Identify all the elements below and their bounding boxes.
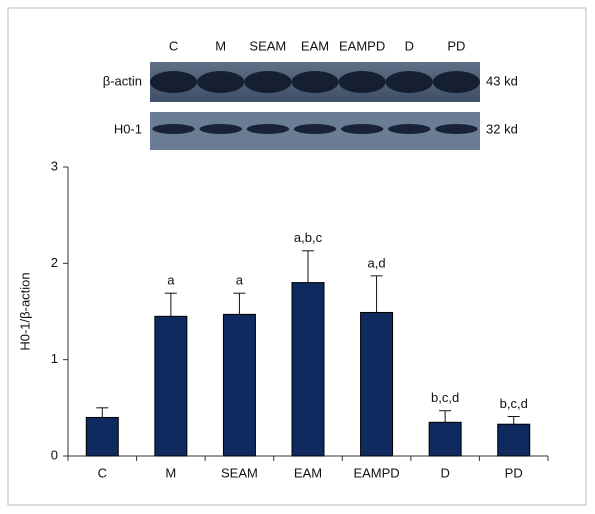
- bar: [223, 314, 255, 456]
- blot-band: [200, 124, 242, 134]
- blot-band: [433, 71, 480, 93]
- y-tick-label: 1: [51, 351, 58, 366]
- blot-band: [435, 124, 477, 134]
- blot-band: [291, 71, 338, 93]
- x-tick-label: PD: [505, 465, 523, 480]
- bar: [361, 312, 393, 456]
- row-size: 43 kd: [486, 73, 518, 88]
- lane-label: SEAM: [249, 38, 286, 53]
- bar-annotation: b,c,d: [500, 396, 528, 411]
- lane-label: M: [215, 38, 226, 53]
- row-label: β-actin: [103, 73, 142, 88]
- bar-annotation: a,b,c: [294, 230, 323, 245]
- blot-band: [152, 124, 194, 134]
- y-tick-label: 2: [51, 255, 58, 270]
- blot-band: [294, 124, 336, 134]
- x-tick-label: SEAM: [221, 465, 258, 480]
- row-size: 32 kd: [486, 121, 518, 136]
- bar: [292, 283, 324, 456]
- blot-band: [150, 71, 197, 93]
- bar-annotation: b,c,d: [431, 390, 459, 405]
- lane-label: D: [405, 38, 414, 53]
- x-tick-label: D: [440, 465, 449, 480]
- bar: [155, 316, 187, 456]
- bar-annotation: a: [167, 273, 175, 288]
- x-tick-label: C: [98, 465, 107, 480]
- y-axis-label: H0-1/β-action: [17, 272, 32, 350]
- bar: [429, 422, 461, 456]
- bar-annotation: a: [236, 273, 244, 288]
- x-tick-label: EAM: [294, 465, 322, 480]
- figure: CMSEAMEAMEAMPDDPDβ-actin43 kdH0-132 kd01…: [0, 0, 595, 514]
- blot-band: [341, 124, 383, 134]
- blot-band: [197, 71, 244, 93]
- x-tick-label: M: [165, 465, 176, 480]
- lane-label: PD: [447, 38, 465, 53]
- blot-band: [244, 71, 291, 93]
- bar: [86, 417, 118, 456]
- blot-band: [339, 71, 386, 93]
- row-label: H0-1: [114, 121, 142, 136]
- y-tick-label: 0: [51, 447, 58, 462]
- lane-label: EAM: [301, 38, 329, 53]
- y-tick-label: 3: [51, 158, 58, 173]
- lane-label: C: [169, 38, 178, 53]
- blot-band: [388, 124, 430, 134]
- bar-annotation: a,d: [368, 255, 386, 270]
- lane-label: EAMPD: [339, 38, 385, 53]
- bar: [498, 424, 530, 456]
- x-tick-label: EAMPD: [353, 465, 399, 480]
- blot-band: [247, 124, 289, 134]
- blot-band: [386, 71, 433, 93]
